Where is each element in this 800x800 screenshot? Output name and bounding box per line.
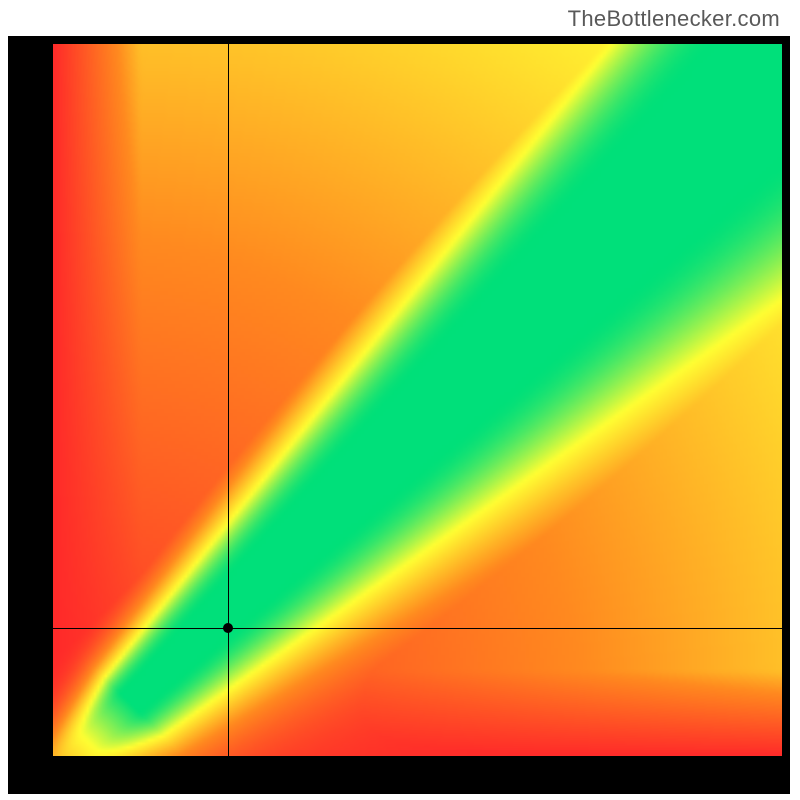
chart-frame <box>8 36 790 794</box>
heatmap-canvas <box>53 44 782 756</box>
watermark-text: TheBottlenecker.com <box>568 6 780 32</box>
chart-plot-area <box>53 44 782 756</box>
